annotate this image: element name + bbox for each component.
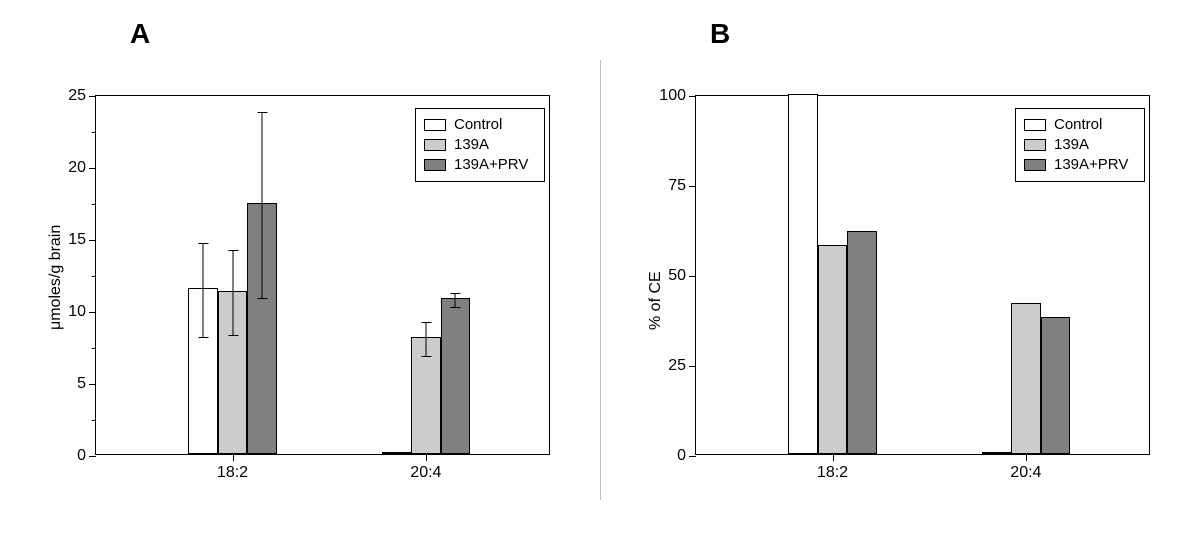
legend-item: Control: [424, 115, 534, 135]
legend-swatch: [424, 139, 446, 151]
chart-a-plot: 051015202518:220:4Control139A139A+PRV: [95, 95, 550, 455]
ytick: [89, 240, 96, 241]
figure: A B 051015202518:220:4Control139A139A+PR…: [0, 0, 1200, 543]
ytick-label: 0: [677, 447, 686, 465]
xtick: [233, 454, 234, 461]
legend-item: 139A+PRV: [1024, 155, 1134, 175]
chart-b-plot: 025507510018:220:4Control139A139A+PRV: [695, 95, 1150, 455]
xtick-label: 18:2: [817, 464, 848, 482]
ytick: [89, 456, 96, 457]
legend: Control139A139A+PRV: [1015, 108, 1145, 182]
legend-label: 139A+PRV: [454, 155, 528, 175]
legend-label: 139A: [454, 135, 489, 155]
bar: [1011, 303, 1041, 454]
ytick-label: 25: [668, 357, 686, 375]
panel-label-b: B: [710, 18, 730, 50]
legend-label: 139A: [1054, 135, 1089, 155]
xtick: [1026, 454, 1027, 461]
xtick: [833, 454, 834, 461]
error-bar: [262, 112, 263, 299]
ytick-minor: [92, 132, 96, 133]
ytick: [689, 276, 696, 277]
ytick: [89, 96, 96, 97]
error-bar: [455, 293, 456, 307]
ytick: [89, 312, 96, 313]
error-bar: [202, 243, 203, 338]
ytick: [689, 366, 696, 367]
legend-item: 139A+PRV: [424, 155, 534, 175]
ytick-minor: [92, 204, 96, 205]
ytick-label: 100: [659, 87, 686, 105]
ytick-minor: [92, 276, 96, 277]
legend-swatch: [1024, 139, 1046, 151]
legend-item: 139A: [1024, 135, 1134, 155]
ytick-label: 15: [68, 231, 86, 249]
legend-swatch: [424, 119, 446, 131]
xtick: [426, 454, 427, 461]
ytick-label: 20: [68, 159, 86, 177]
ytick: [89, 168, 96, 169]
legend-label: Control: [1054, 115, 1102, 135]
xtick-label: 18:2: [217, 464, 248, 482]
legend-label: Control: [454, 115, 502, 135]
error-bar: [232, 250, 233, 336]
legend-swatch: [1024, 159, 1046, 171]
legend-swatch: [1024, 119, 1046, 131]
ytick-label: 0: [77, 447, 86, 465]
bar: [382, 452, 412, 454]
ytick-label: 50: [668, 267, 686, 285]
legend-swatch: [424, 159, 446, 171]
legend: Control139A139A+PRV: [415, 108, 545, 182]
xtick-label: 20:4: [410, 464, 441, 482]
legend-label: 139A+PRV: [1054, 155, 1128, 175]
ytick-label: 10: [68, 303, 86, 321]
bar: [1041, 317, 1071, 454]
bar: [982, 452, 1012, 454]
ytick: [89, 384, 96, 385]
ytick-minor: [92, 348, 96, 349]
ytick: [689, 186, 696, 187]
panel-divider: [600, 60, 601, 500]
ytick-label: 75: [668, 177, 686, 195]
legend-item: 139A: [424, 135, 534, 155]
bar: [788, 94, 818, 454]
ytick: [689, 456, 696, 457]
bar: [847, 231, 877, 454]
xtick-label: 20:4: [1010, 464, 1041, 482]
chart-a-ylabel: μmoles/g brain: [47, 225, 65, 330]
chart-b-ylabel: % of CE: [647, 271, 665, 330]
ytick: [689, 96, 696, 97]
ytick-minor: [92, 420, 96, 421]
error-bar: [425, 322, 426, 357]
panel-label-a: A: [130, 18, 150, 50]
bar: [441, 298, 471, 454]
legend-item: Control: [1024, 115, 1134, 135]
bar: [818, 245, 848, 454]
ytick-label: 25: [68, 87, 86, 105]
ytick-label: 5: [77, 375, 86, 393]
